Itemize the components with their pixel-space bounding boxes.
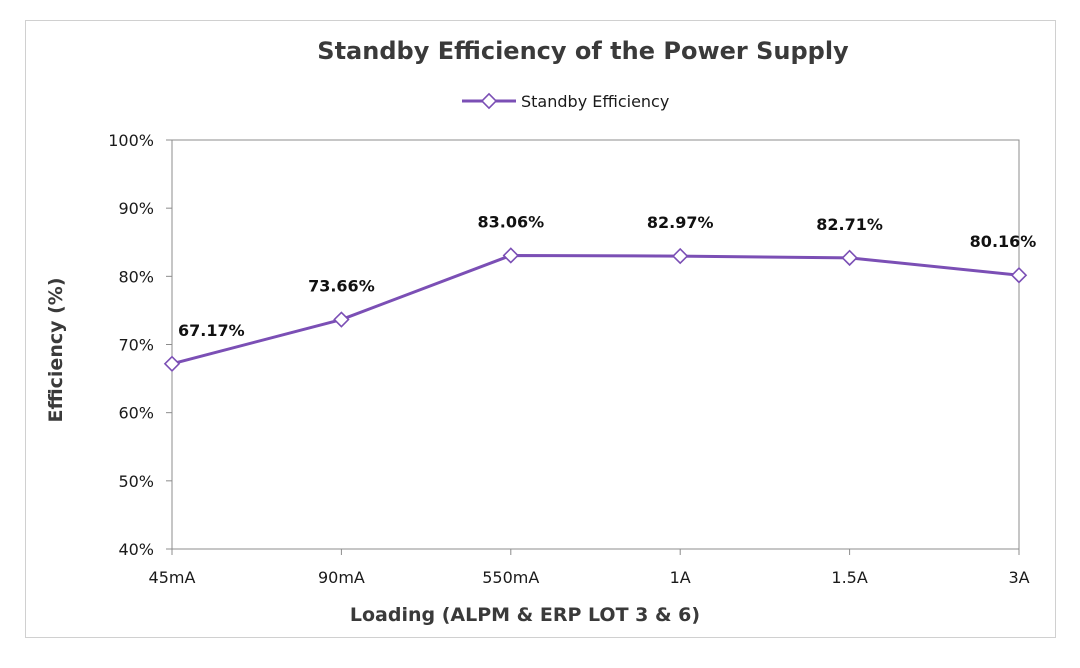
data-label: 82.97% — [647, 213, 714, 232]
data-point — [502, 247, 520, 264]
chart-title: Standby Efficiency of the Power Supply — [317, 37, 849, 65]
data-label: 82.71% — [816, 215, 883, 234]
data-label: 80.16% — [970, 232, 1037, 251]
data-label: 83.06% — [477, 212, 544, 231]
legend-label: Standby Efficiency — [521, 92, 669, 111]
data-label: 67.17% — [178, 321, 245, 340]
plot-area — [171, 139, 1020, 550]
x-tick-label: 550mA — [482, 568, 539, 587]
x-tick-label: 1.5A — [831, 568, 867, 587]
series-standby-efficiency: 67.17% 73.66% 83.06% 82.97% 82.71% 80.16% — [163, 212, 1037, 372]
data-point — [1010, 267, 1028, 284]
y-tick-label: 70% — [118, 336, 154, 355]
chart-frame — [25, 20, 1056, 638]
data-point — [671, 247, 689, 265]
y-axis: 40% 50% 60% 70% 80% 90% 100% — [108, 131, 172, 559]
x-axis: 45mA 90mA 550mA 1A 1.5A 3A — [149, 549, 1030, 587]
x-axis-title: Loading (ALPM & ERP LOT 3 & 6) — [350, 604, 700, 626]
data-point — [163, 355, 181, 372]
x-tick-label: 90mA — [318, 568, 365, 587]
plot-border — [171, 139, 1020, 550]
legend-marker — [480, 92, 498, 110]
x-tick-label: 3A — [1008, 568, 1029, 587]
y-tick-label: 40% — [118, 540, 154, 559]
x-tick-label: 1A — [670, 568, 691, 587]
data-label: 73.66% — [308, 277, 375, 296]
y-tick-label: 100% — [108, 131, 154, 150]
series-line — [171, 253, 1020, 366]
y-axis-title: Efficiency (%) — [45, 277, 67, 422]
y-tick-label: 80% — [118, 267, 154, 286]
legend: Standby Efficiency — [462, 92, 669, 111]
y-tick-label: 50% — [118, 472, 154, 491]
data-point — [841, 249, 858, 267]
data-point — [333, 311, 350, 328]
y-tick-label: 60% — [118, 404, 154, 423]
y-tick-label: 90% — [118, 199, 154, 218]
x-tick-label: 45mA — [149, 568, 196, 587]
